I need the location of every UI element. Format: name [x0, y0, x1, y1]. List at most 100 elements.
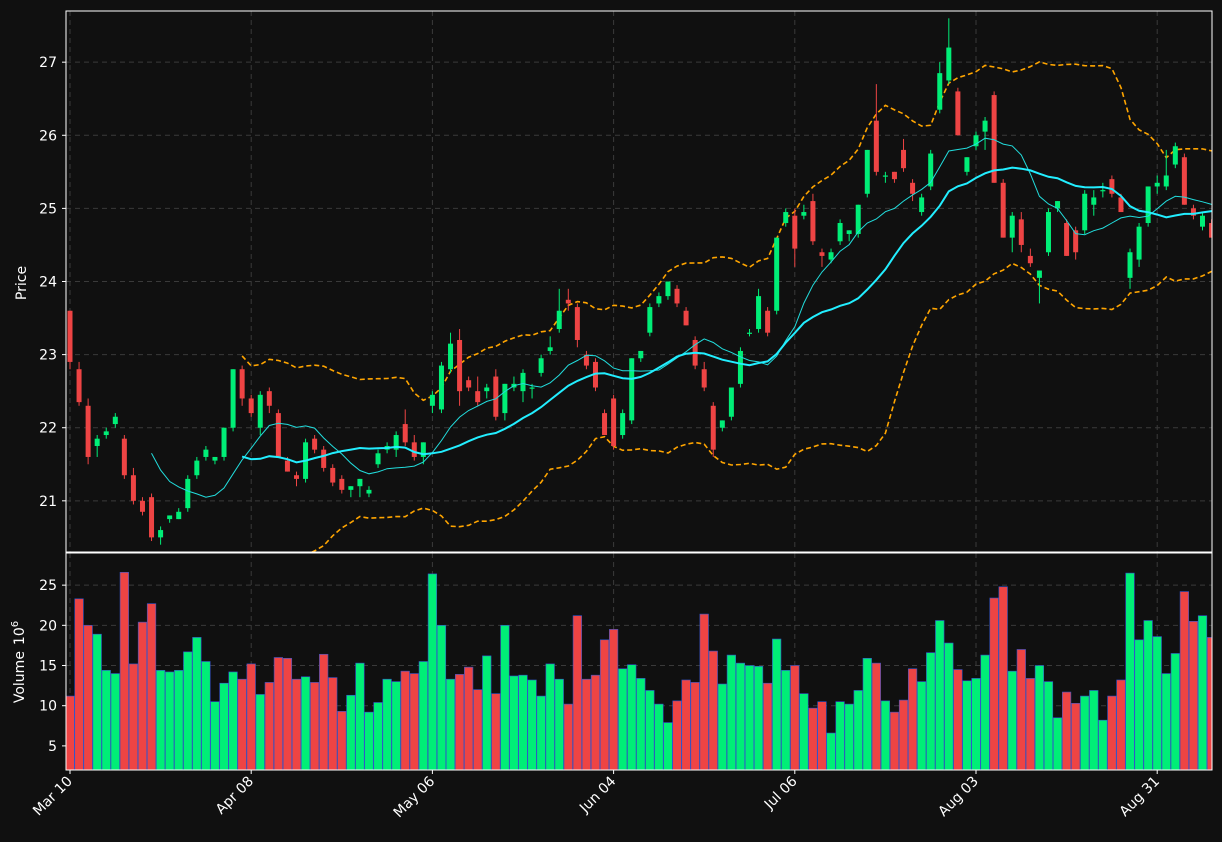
candle-body-45: [475, 391, 481, 403]
candle-body-16: [212, 456, 218, 461]
volume-bar-75: [744, 665, 755, 770]
candle-body-95: [928, 153, 934, 187]
candle-38: [411, 435, 417, 461]
candle-body-97: [946, 47, 952, 81]
candle-54: [556, 288, 562, 333]
candle-46: [484, 383, 490, 399]
volume-bar-95: [926, 652, 936, 770]
candle-52: [538, 354, 544, 377]
volume-bar-86: [844, 703, 854, 770]
candle-body-25: [294, 475, 299, 479]
candle-23: [275, 409, 281, 457]
candle-body-12: [176, 511, 182, 520]
candle-body-56: [574, 307, 580, 340]
volume-bar-52: [536, 695, 546, 770]
volume-bar-18: [228, 671, 238, 770]
volume-bar-102: [989, 597, 999, 770]
candle-body-42: [448, 343, 454, 370]
candle-body-57: [583, 354, 589, 366]
candle-body-60: [611, 398, 617, 446]
volume-bar-50: [518, 674, 528, 770]
candle-65: [656, 292, 662, 308]
candle-body-94: [919, 197, 925, 213]
price-tick-label-24: 24: [39, 275, 57, 291]
candle-body-59: [602, 413, 608, 436]
candle-41: [438, 361, 444, 414]
candle-body-52: [538, 358, 544, 373]
candle-73: [728, 387, 734, 421]
candle-body-79: [783, 212, 789, 224]
candle-33: [366, 486, 372, 498]
volume-bar-33: [364, 711, 374, 770]
candle-20: [248, 394, 254, 417]
volume-bar-4: [101, 670, 111, 770]
volume-bar-63: [636, 678, 646, 770]
candle-57: [583, 350, 589, 370]
candle-body-61: [620, 413, 626, 436]
volume-bar-35: [382, 678, 392, 770]
candle-body-114: [1100, 190, 1106, 192]
candle-body-92: [901, 149, 907, 169]
candle-58: [592, 358, 598, 392]
volume-bar-1: [74, 598, 84, 770]
volume-bar-65: [654, 703, 664, 770]
volume-bar-34: [373, 702, 383, 770]
candle-101: [982, 117, 988, 150]
candle-14: [194, 456, 200, 479]
volume-bar-96: [935, 620, 945, 770]
candle-body-101: [982, 120, 988, 132]
volume-bar-28: [319, 653, 329, 770]
volume-bar-62: [627, 664, 637, 770]
volume-bar-72: [717, 683, 727, 770]
candle-27: [312, 435, 318, 454]
candle-108: [1045, 208, 1051, 256]
volume-bar-53: [545, 663, 555, 770]
volume-axis-exponent: 10: [12, 627, 28, 645]
volume-bar-26: [300, 676, 311, 770]
candle-105: [1018, 212, 1024, 253]
candle-51: [529, 383, 535, 399]
candle-85: [837, 219, 843, 245]
volume-bar-70: [699, 613, 709, 770]
volume-bar-88: [862, 657, 872, 770]
candle-95: [928, 149, 934, 191]
volume-bar-100: [971, 678, 981, 770]
price-tick-label-26: 26: [39, 128, 57, 144]
volume-bar-81: [799, 693, 809, 770]
price-tick-label-21: 21: [39, 494, 57, 510]
candle-body-72: [719, 420, 725, 428]
candle-body-7: [130, 475, 136, 501]
volume-bar-40: [427, 573, 438, 770]
candle-body-113: [1091, 197, 1097, 205]
candle-body-46: [484, 387, 490, 392]
volume-bar-109: [1052, 717, 1063, 770]
candle-body-32: [357, 478, 363, 487]
candle-22: [266, 387, 272, 414]
volume-axis-exponent-power: 6: [10, 621, 21, 627]
candle-body-65: [656, 296, 662, 304]
volume-bar-3: [92, 633, 102, 770]
volume-bar-68: [681, 679, 691, 770]
volume-bar-89: [871, 662, 881, 770]
candle-body-122: [1172, 146, 1178, 165]
volume-bar-7: [128, 663, 139, 770]
volume-bar-12: [174, 670, 184, 770]
candle-2: [85, 398, 91, 465]
candle-body-67: [674, 288, 680, 304]
candle-body-104: [1009, 215, 1015, 238]
candle-1: [76, 361, 82, 406]
candle-0: [67, 310, 73, 370]
candle-body-91: [891, 171, 897, 180]
price-tick-label-27: 27: [39, 55, 57, 71]
candle-90: [882, 171, 888, 183]
candle-114: [1100, 182, 1106, 198]
candle-body-29: [330, 467, 336, 483]
bollinger-upper-line: [241, 61, 1212, 402]
volume-bar-117: [1125, 572, 1135, 770]
candle-67: [674, 285, 680, 308]
candle-body-62: [629, 358, 635, 421]
candle-body-73: [728, 387, 734, 417]
candle-100: [973, 131, 979, 150]
volume-bar-120: [1152, 636, 1162, 770]
candle-body-124: [1190, 208, 1196, 216]
